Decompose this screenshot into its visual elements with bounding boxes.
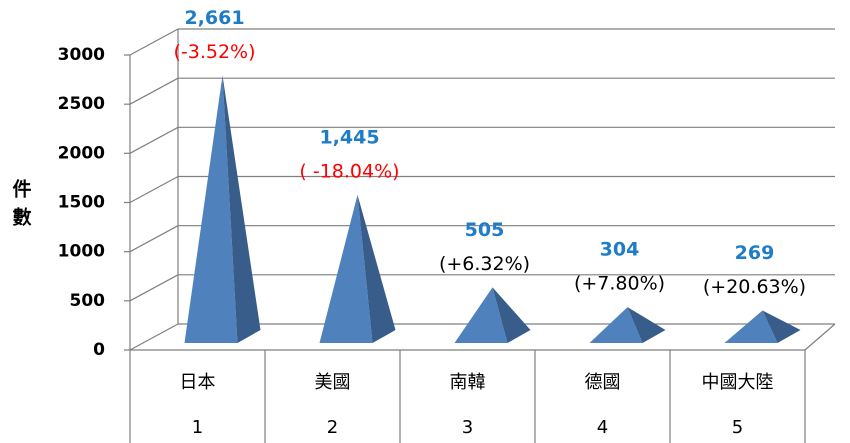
pyramid-face [319,194,373,343]
grid-line [129,77,179,105]
pyramid-face-shade [492,287,531,343]
change-label: (+7.80%) [574,273,665,295]
value-label: 269 [735,242,775,264]
change-label: ( -18.04%) [299,160,399,182]
y-tick-label: 1000 [58,242,105,262]
rank-label: 3 [462,417,473,438]
pyramid-face-shade [762,310,801,343]
y-tick-label: 2000 [58,143,105,163]
y-tick-label: 0 [93,340,105,360]
pyramid-face-shade [627,307,666,343]
category-label: 德國 [585,372,621,393]
category-label: 南韓 [450,372,486,393]
floor-right-edge [804,323,836,351]
y-tick-label: 500 [70,291,106,311]
value-label: 505 [465,219,505,241]
grid-line [129,274,179,302]
pyramid-face-shade [222,75,261,344]
grid-line [129,28,179,56]
y-tick-label: 2500 [58,94,105,114]
change-label: (+6.32%) [439,253,530,275]
pyramid-face-shade [357,194,396,343]
rank-label: 2 [327,417,338,438]
rank-label: 4 [597,417,608,438]
pyramid-face [724,310,778,343]
rank-label: 1 [192,417,203,438]
y-tick-label: 1500 [58,193,105,213]
value-label: 304 [600,239,640,261]
grid-line [129,323,179,351]
category-label: 日本 [180,372,216,393]
rank-label: 5 [732,417,743,438]
pyramid-face [589,307,643,343]
change-label: (-3.52%) [173,41,255,63]
y-tick-label: 3000 [58,45,105,65]
value-label: 2,661 [184,7,244,29]
grid-line [129,175,179,204]
y-axis-label-2: 數 [12,207,31,229]
category-label: 美國 [315,372,351,393]
pyramid-face [454,287,508,343]
change-label: (+20.63%) [703,276,806,298]
grid-line [129,225,179,253]
pyramid-face [184,75,238,344]
y-axis-label-1: 件 [12,178,31,201]
grid-line [129,126,179,154]
value-label: 1,445 [319,126,379,148]
category-label: 中國大陸 [702,372,774,393]
